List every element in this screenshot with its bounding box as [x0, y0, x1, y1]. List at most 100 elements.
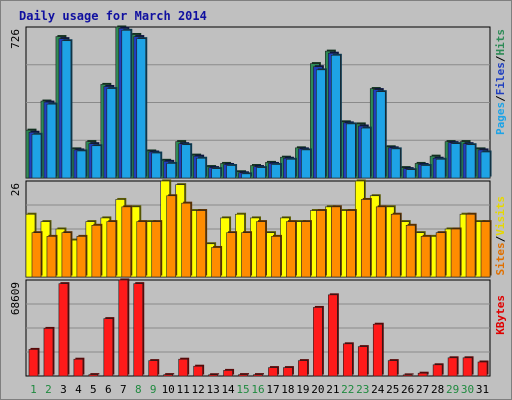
bar-pages-day-11 [181, 144, 191, 179]
bar-kbytes-day-10 [163, 374, 173, 377]
x-tick-label-31: 31 [476, 383, 489, 396]
bar-pages-day-9 [151, 152, 162, 179]
bar-pages-day-4 [76, 150, 87, 179]
bar-kbytes-day-25 [387, 360, 398, 377]
bar-pages-day-1 [31, 134, 42, 179]
x-tick-label-10: 10 [162, 383, 175, 396]
bar-pages-day-24 [375, 91, 386, 179]
bar-pages-day-14 [226, 165, 236, 179]
bar-pages-day-6 [106, 88, 117, 179]
bar-sites-day-31 [480, 221, 491, 278]
bar-kbytes-day-16 [253, 374, 263, 377]
x-tick-label-24: 24 [371, 383, 385, 396]
x-tick-label-30: 30 [461, 383, 474, 396]
x-tick-label-27: 27 [416, 383, 429, 396]
bar-sites-day-24 [375, 206, 386, 278]
legend-kbytes: KBytes [494, 295, 507, 335]
x-tick-label-13: 13 [206, 383, 219, 396]
x-tick-label-29: 29 [446, 383, 459, 396]
bar-pages-day-18 [286, 158, 296, 179]
bar-kbytes-day-13 [208, 374, 218, 377]
y-max-label: 68609 [9, 282, 22, 315]
bar-kbytes-day-5 [88, 374, 99, 377]
bar-sites-day-4 [76, 236, 87, 278]
bar-sites-day-19 [301, 221, 311, 278]
bar-kbytes-day-24 [372, 323, 383, 377]
bar-shadow [165, 373, 175, 375]
x-tick-label-6: 6 [105, 383, 112, 396]
x-tick-label-25: 25 [386, 383, 399, 396]
bar-kbytes-day-18 [283, 367, 293, 377]
bar-pages-day-23 [360, 127, 371, 179]
bar-sites-day-1 [31, 232, 42, 278]
bar-kbytes-day-1 [28, 349, 39, 377]
bar-sites-day-14 [226, 232, 236, 278]
x-tick-label-7: 7 [120, 383, 127, 396]
x-tick-label-9: 9 [150, 383, 157, 396]
bar-kbytes-day-12 [193, 365, 203, 377]
x-tick-label-5: 5 [90, 383, 97, 396]
bar-pages-day-2 [46, 103, 57, 179]
legend-item: / [494, 55, 507, 62]
bar-sites-day-25 [390, 213, 401, 278]
bar-shadow [240, 373, 250, 375]
x-tick-label-15: 15 [236, 383, 249, 396]
bar-kbytes-day-2 [43, 328, 54, 377]
panel-kbytes: 68609 KBytes [9, 278, 507, 377]
bar-pages-day-17 [271, 164, 281, 179]
bar-sites-day-15 [241, 232, 251, 278]
bar-pages-day-3 [61, 40, 72, 179]
panel-visits-sites: 26 Sites/Visits [9, 179, 507, 278]
bar-pages-day-26 [405, 169, 416, 179]
bar-sites-day-9 [151, 221, 162, 278]
bar-sites-day-8 [136, 221, 147, 278]
legend-item: KBytes [494, 295, 507, 335]
bar-kbytes-day-21 [328, 294, 338, 377]
bar-sites-day-11 [181, 202, 191, 278]
bar-pages-day-28 [435, 158, 446, 179]
bar-kbytes-day-31 [477, 361, 488, 377]
bar-kbytes-day-30 [462, 357, 473, 377]
bar-sites-day-29 [450, 228, 461, 278]
bar-pages-day-15 [241, 173, 251, 179]
bar-pages-day-13 [211, 168, 221, 179]
x-tick-label-23: 23 [356, 383, 369, 396]
bar-shadow [404, 373, 414, 375]
x-tick-label-20: 20 [311, 383, 324, 396]
legend-item: Sites [494, 242, 507, 275]
bar-sites-day-6 [106, 221, 117, 278]
bar-kbytes-day-20 [313, 307, 323, 377]
chart-title: Daily usage for March 2014 [19, 9, 207, 23]
x-tick-label-8: 8 [135, 383, 142, 396]
bar-sites-day-10 [166, 195, 176, 278]
x-tick-label-2: 2 [45, 383, 52, 396]
bar-kbytes-day-11 [178, 358, 188, 377]
legend-item: Files [494, 62, 507, 95]
bar-sites-day-5 [91, 225, 102, 278]
x-tick-label-16: 16 [251, 383, 264, 396]
bar-kbytes-day-26 [402, 374, 413, 377]
x-tick-label-14: 14 [221, 383, 235, 396]
bar-sites-day-3 [61, 232, 72, 278]
y-max-label: 726 [9, 29, 22, 49]
legend-item: / [494, 95, 507, 102]
x-tick-label-26: 26 [401, 383, 414, 396]
bar-pages-day-29 [450, 143, 461, 179]
x-tick-label-28: 28 [431, 383, 444, 396]
bar-pages-day-25 [390, 148, 401, 179]
x-tick-label-19: 19 [296, 383, 309, 396]
bar-kbytes-day-23 [357, 346, 368, 377]
bar-kbytes-day-9 [148, 360, 159, 377]
bar-sites-day-13 [211, 247, 221, 278]
x-tick-label-22: 22 [341, 383, 354, 396]
bar-kbytes-day-29 [447, 357, 458, 377]
bar-kbytes-day-19 [298, 360, 308, 377]
bar-kbytes-day-15 [238, 374, 248, 377]
bar-kbytes-day-28 [432, 364, 443, 377]
bar-pages-day-27 [420, 165, 431, 179]
bar-shadow [255, 373, 264, 375]
x-tick-label-11: 11 [177, 383, 190, 396]
bar-kbytes-day-27 [417, 372, 428, 377]
